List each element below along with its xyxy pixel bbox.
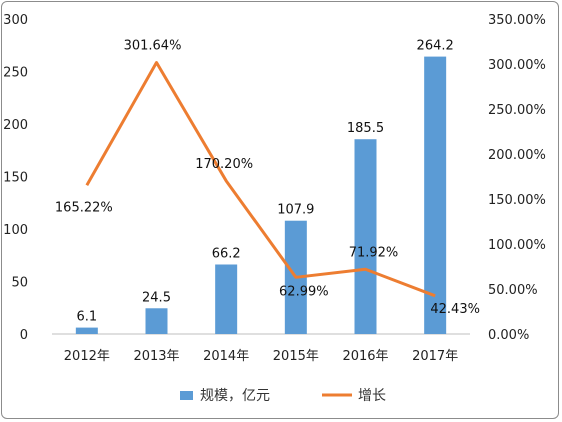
data-labels: 6.1 24.5 66.2 107.9 185.5 264.2 165.22% 301.64%… bbox=[55, 39, 480, 325]
right-tick-label: 250.00% bbox=[488, 103, 546, 118]
left-tick-label: 100 bbox=[3, 223, 28, 238]
line-value-label: 71.92% bbox=[349, 245, 399, 260]
x-tick-label: 2016年 bbox=[342, 349, 388, 364]
line-value-label: 170.20% bbox=[195, 157, 253, 172]
left-tick-label: 50 bbox=[11, 276, 28, 291]
bar-value-label: 66.2 bbox=[212, 246, 241, 261]
legend-bar-label: 规模，亿元 bbox=[200, 388, 270, 404]
left-tick-label: 300 bbox=[3, 13, 28, 28]
right-tick-label: 0.00% bbox=[488, 328, 529, 343]
line-value-label: 165.22% bbox=[55, 200, 113, 215]
bar-value-label: 24.5 bbox=[142, 290, 171, 305]
bar-value-label: 185.5 bbox=[347, 121, 384, 136]
right-tick-label: 350.00% bbox=[488, 13, 546, 28]
line-value-label: 42.43% bbox=[430, 302, 480, 317]
bar bbox=[354, 139, 377, 334]
right-tick-label: 50.00% bbox=[488, 283, 538, 298]
right-tick-label: 150.00% bbox=[488, 193, 546, 208]
bar-value-label: 107.9 bbox=[277, 203, 314, 218]
x-axis: 2012年 2013年 2014年 2015年 2016年 2017年 bbox=[52, 333, 470, 364]
left-tick-label: 0 bbox=[20, 328, 28, 343]
right-tick-label: 100.00% bbox=[488, 238, 546, 253]
x-tick-label: 2012年 bbox=[64, 349, 110, 364]
growth-line bbox=[85, 61, 436, 298]
bar-series bbox=[75, 56, 447, 335]
x-tick-label: 2017年 bbox=[412, 349, 458, 364]
bar-value-label: 264.2 bbox=[417, 39, 454, 54]
legend-bar-swatch bbox=[180, 391, 193, 400]
left-tick-label: 200 bbox=[3, 118, 28, 133]
bar-value-label: 6.1 bbox=[76, 310, 97, 325]
bar bbox=[424, 56, 447, 335]
line-value-label: 301.64% bbox=[124, 39, 182, 54]
right-tick-label: 200.00% bbox=[488, 148, 546, 163]
legend: 规模，亿元 增长 bbox=[180, 388, 386, 404]
line-series bbox=[85, 61, 436, 298]
right-y-axis: 0.00% 50.00% 100.00% 150.00% 200.00% 250.00% 3… bbox=[488, 13, 546, 343]
line-value-label: 62.99% bbox=[279, 284, 329, 299]
bar bbox=[145, 308, 168, 334]
left-tick-label: 250 bbox=[3, 66, 28, 81]
bar bbox=[75, 327, 98, 334]
x-tick-label: 2015年 bbox=[273, 349, 319, 364]
x-tick-label: 2014年 bbox=[203, 349, 249, 364]
left-y-axis: 0 50 100 150 200 250 300 bbox=[3, 13, 28, 343]
bar bbox=[215, 264, 238, 334]
legend-line-label: 增长 bbox=[358, 388, 386, 404]
x-tick-label: 2013年 bbox=[133, 349, 179, 364]
left-tick-label: 150 bbox=[3, 171, 28, 186]
right-tick-label: 300.00% bbox=[488, 58, 546, 73]
